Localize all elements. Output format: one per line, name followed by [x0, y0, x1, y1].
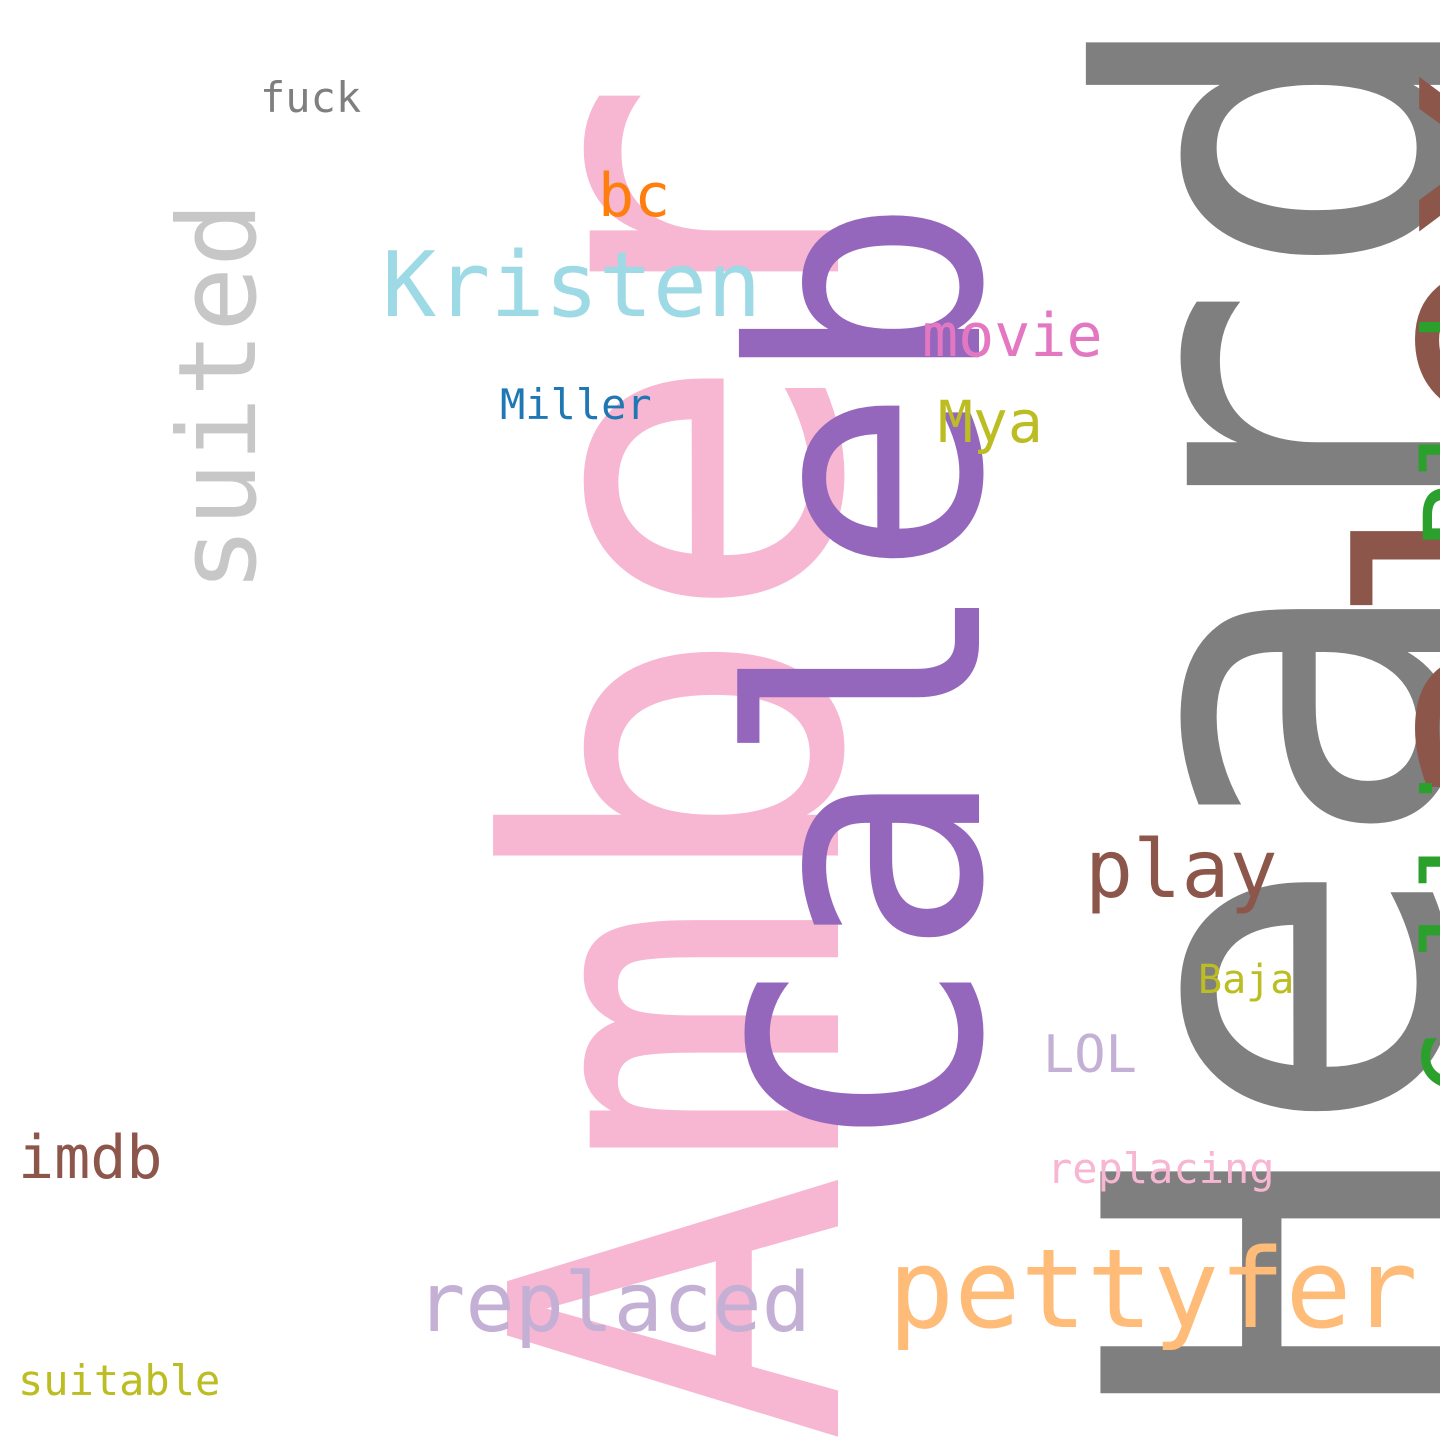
word-lol: LOL: [1043, 1025, 1137, 1085]
word-suited: suited: [156, 201, 281, 592]
word-mya: Mya: [938, 388, 1043, 456]
word-movie: movie: [922, 301, 1103, 371]
word-kristen: Kristen: [382, 233, 762, 338]
word-replaced: replaced: [416, 1256, 811, 1351]
word-baja: Baja: [1198, 957, 1295, 1003]
word-miller: Miller: [500, 380, 652, 429]
word-replacing: replacing: [1047, 1144, 1275, 1193]
word-suitable: suitable: [18, 1356, 221, 1405]
word-pettyfer: pettyfer: [888, 1225, 1418, 1353]
word-play: play: [1085, 823, 1278, 916]
word-fuck: fuck: [260, 73, 362, 122]
word-imdb: imdb: [18, 1123, 163, 1193]
word-bc: bc: [598, 161, 671, 231]
word-calliopeblabs: CalliopeBlabs: [1400, 205, 1440, 1098]
